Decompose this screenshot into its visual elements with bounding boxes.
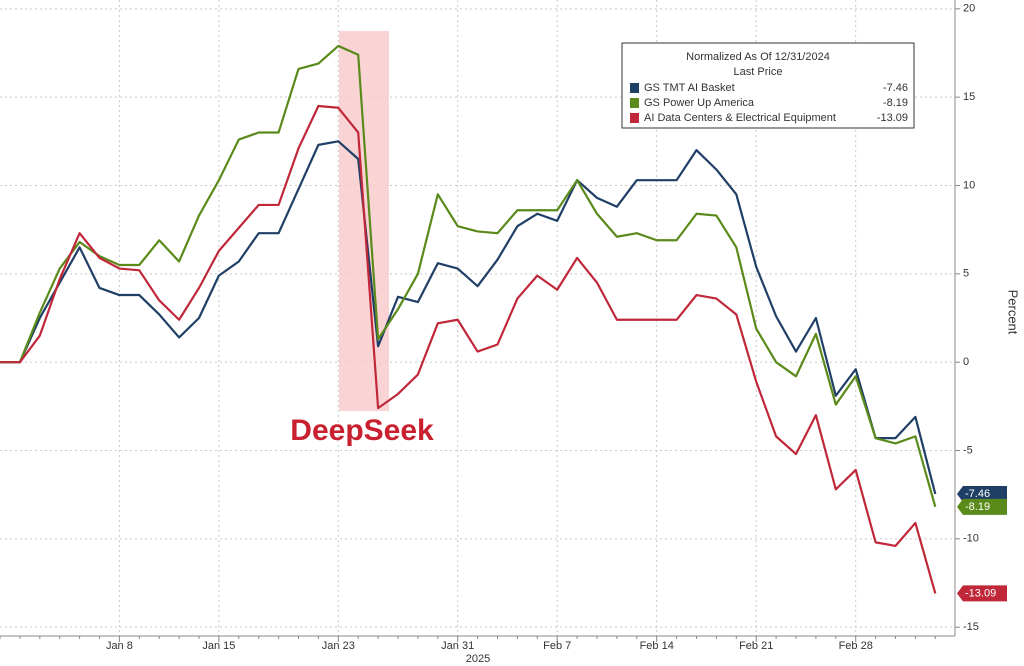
x-tick-label: Feb 14 (640, 640, 674, 652)
y-tick-label: 0 (963, 356, 969, 368)
end-label-bg (957, 585, 1007, 602)
legend-label: GS TMT AI Basket (644, 82, 735, 94)
end-label: -8.19 (965, 501, 990, 513)
x-tick-label: Jan 15 (202, 640, 235, 652)
series-line (0, 140, 937, 495)
end-label-bg (957, 498, 1007, 515)
legend-value: -7.46 (883, 82, 908, 94)
legend-label: AI Data Centers & Electrical Equipment (644, 112, 836, 124)
x-tick-label: Feb 28 (839, 640, 873, 652)
legend-label: GS Power Up America (644, 97, 755, 109)
end-label: -7.46 (965, 488, 990, 500)
x-tick-label: Jan 31 (441, 640, 474, 652)
y-tick-label: 10 (963, 179, 975, 191)
y-tick-label: 5 (963, 268, 969, 280)
annotation: DeepSeek (290, 414, 434, 447)
legend-swatch (630, 98, 639, 108)
x-tick-label: Feb 7 (543, 640, 571, 652)
legend-title: Last Price (734, 66, 783, 78)
legend-value: -8.19 (883, 97, 908, 109)
end-label-bg (957, 485, 1007, 502)
y-tick-label: -10 (963, 533, 979, 545)
y-tick-label: 15 (963, 91, 975, 103)
x-axis-label: 2025 (466, 653, 490, 665)
x-tick-label: Jan 8 (106, 640, 133, 652)
legend-swatch (630, 83, 639, 93)
series-line (0, 44, 937, 508)
legend-swatch (630, 113, 639, 123)
y-tick-label: -5 (963, 444, 973, 456)
y-axis-label: Percent (1006, 290, 1021, 335)
x-tick-label: Jan 23 (322, 640, 355, 652)
x-tick-label: Feb 21 (739, 640, 773, 652)
end-label: -13.09 (965, 587, 996, 599)
legend-box (621, 42, 915, 129)
legend-value: -13.09 (877, 112, 908, 124)
legend-title: Normalized As Of 12/31/2024 (686, 51, 830, 63)
y-tick-label: -15 (963, 621, 979, 633)
legend: Normalized As Of 12/31/2024 Last Price GS … (621, 42, 915, 129)
y-tick-label: 20 (963, 3, 975, 15)
series-line (0, 104, 937, 594)
